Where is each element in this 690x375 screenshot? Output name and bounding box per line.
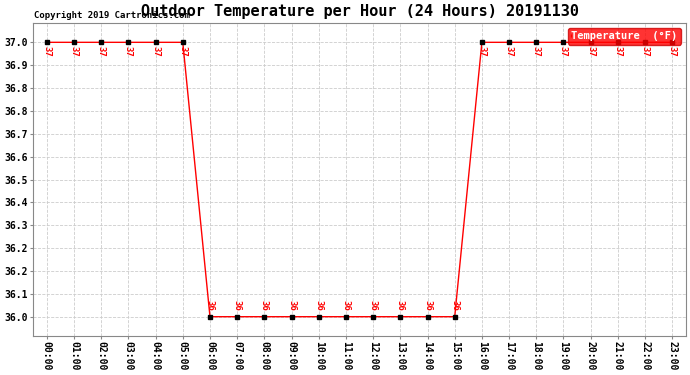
- Text: 37: 37: [586, 46, 595, 57]
- Text: 36: 36: [260, 300, 269, 311]
- Text: 37: 37: [124, 46, 133, 57]
- Text: 36: 36: [423, 300, 432, 311]
- Text: 37: 37: [613, 46, 622, 57]
- Text: 36: 36: [368, 300, 377, 311]
- Text: 36: 36: [314, 300, 323, 311]
- Text: 36: 36: [233, 300, 241, 311]
- Text: 37: 37: [640, 46, 649, 57]
- Text: 36: 36: [206, 300, 215, 311]
- Text: 37: 37: [504, 46, 513, 57]
- Title: Outdoor Temperature per Hour (24 Hours) 20191130: Outdoor Temperature per Hour (24 Hours) …: [141, 4, 578, 19]
- Text: 37: 37: [97, 46, 106, 57]
- Text: 37: 37: [178, 46, 187, 57]
- Text: 37: 37: [151, 46, 160, 57]
- Text: 36: 36: [450, 300, 460, 311]
- Text: 37: 37: [532, 46, 541, 57]
- Text: Copyright 2019 Cartronics.com: Copyright 2019 Cartronics.com: [34, 11, 190, 20]
- Text: 36: 36: [396, 300, 405, 311]
- Text: 37: 37: [477, 46, 486, 57]
- Legend: Temperature  (°F): Temperature (°F): [568, 28, 680, 45]
- Text: 37: 37: [559, 46, 568, 57]
- Text: 37: 37: [668, 46, 677, 57]
- Text: 37: 37: [70, 46, 79, 57]
- Text: 37: 37: [42, 46, 51, 57]
- Text: 36: 36: [342, 300, 351, 311]
- Text: 36: 36: [287, 300, 296, 311]
